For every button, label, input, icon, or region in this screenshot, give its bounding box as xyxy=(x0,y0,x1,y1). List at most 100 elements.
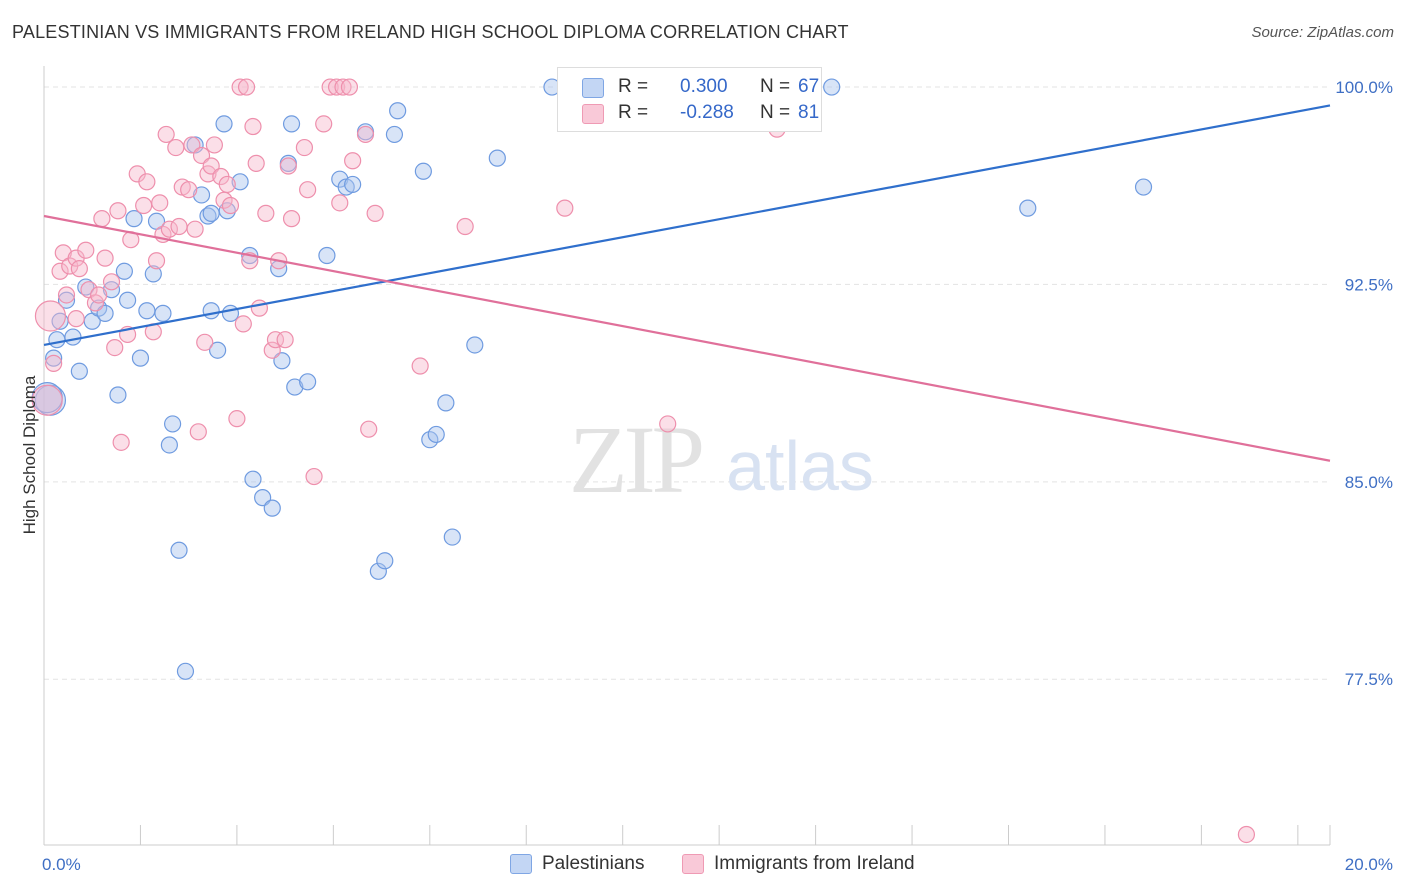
trend-line-palestinians xyxy=(43,104,1331,347)
point-ireland xyxy=(327,78,346,96)
point-ireland xyxy=(282,210,301,228)
point-ireland xyxy=(189,423,207,441)
point-ireland xyxy=(411,357,429,375)
point-ireland xyxy=(157,125,175,144)
point-palestinians xyxy=(437,394,455,412)
point-ireland xyxy=(340,78,359,96)
point-ireland xyxy=(147,252,166,270)
point-ireland xyxy=(202,157,220,175)
point-palestinians xyxy=(164,415,182,433)
point-ireland xyxy=(356,125,375,144)
point-ireland xyxy=(247,154,265,172)
x-tick-label: 20.0% xyxy=(1345,855,1393,874)
point-ireland xyxy=(93,210,111,228)
n-value: 67 xyxy=(798,76,820,97)
point-ireland xyxy=(90,286,108,304)
point-palestinians xyxy=(57,291,76,309)
point-palestinians xyxy=(109,386,127,404)
point-palestinians xyxy=(1019,199,1037,217)
point-ireland xyxy=(556,199,574,217)
watermark: ZIP atlas xyxy=(569,406,874,513)
n-label: N = xyxy=(760,76,791,97)
point-palestinians xyxy=(389,102,407,120)
point-ireland xyxy=(57,286,76,304)
point-ireland xyxy=(45,354,63,372)
point-palestinians xyxy=(176,662,195,680)
point-palestinians xyxy=(231,173,249,191)
point-ireland xyxy=(228,410,246,428)
point-ireland xyxy=(34,300,67,332)
point-palestinians xyxy=(131,349,150,367)
point-palestinians xyxy=(199,207,217,225)
n-label: N = xyxy=(760,102,791,123)
point-palestinians xyxy=(170,541,188,559)
stats-legend: R = 0.300 N = 67 R = -0.288 N = 81 xyxy=(557,67,822,132)
point-ireland xyxy=(196,333,214,351)
point-ireland xyxy=(659,415,677,433)
point-palestinians xyxy=(823,78,841,96)
y-tick-label: 77.5% xyxy=(1345,670,1393,689)
point-ireland xyxy=(257,204,275,222)
r-label: R = xyxy=(618,76,649,97)
axes xyxy=(43,66,1331,846)
point-ireland xyxy=(344,152,362,170)
x-tick-label: 0.0% xyxy=(42,855,81,874)
point-ireland xyxy=(186,220,204,238)
legend-swatch-ireland xyxy=(582,104,604,124)
point-palestinians xyxy=(218,202,236,220)
point-ireland xyxy=(160,220,178,238)
trend-line-ireland xyxy=(43,214,1331,462)
point-ireland xyxy=(170,217,188,236)
point-ireland xyxy=(109,202,127,220)
point-palestinians xyxy=(369,562,387,580)
point-ireland xyxy=(231,78,249,96)
point-palestinians xyxy=(488,149,506,167)
point-palestinians xyxy=(115,262,133,280)
point-ireland xyxy=(205,136,223,154)
point-ireland xyxy=(266,331,285,349)
point-ireland xyxy=(315,115,333,133)
point-palestinians xyxy=(192,186,211,204)
point-ireland xyxy=(321,78,339,96)
point-palestinians xyxy=(125,210,143,228)
point-ireland xyxy=(70,260,88,278)
point-ireland xyxy=(183,136,201,154)
point-ireland xyxy=(138,173,156,191)
point-ireland xyxy=(112,433,130,451)
watermark-atlas: atlas xyxy=(726,427,874,505)
point-palestinians xyxy=(48,331,66,349)
trend-lines xyxy=(43,104,1331,462)
bottom-legend-swatch-ireland xyxy=(682,854,704,874)
point-palestinians xyxy=(118,291,137,309)
point-ireland xyxy=(279,157,297,175)
point-palestinians xyxy=(273,352,291,370)
point-palestinians xyxy=(344,175,362,194)
point-ireland xyxy=(96,249,114,267)
legend-swatch-palestinians xyxy=(582,78,604,98)
point-palestinians xyxy=(286,378,304,396)
point-palestinians xyxy=(443,528,461,546)
tick-labels: 100.0% 92.5% 85.0% 77.5% 0.0% 20.0% xyxy=(42,78,1393,874)
y-axis-label: High School Diploma xyxy=(20,375,39,535)
point-ireland xyxy=(263,341,281,359)
point-ireland xyxy=(244,117,262,136)
point-ireland xyxy=(305,467,323,486)
point-ireland xyxy=(237,78,256,96)
point-palestinians xyxy=(282,115,301,133)
point-palestinians xyxy=(70,362,88,380)
point-palestinians xyxy=(221,304,240,322)
point-ireland xyxy=(102,273,121,291)
point-palestinians xyxy=(64,328,82,346)
n-value: 81 xyxy=(798,102,820,123)
point-ireland xyxy=(77,241,95,259)
r-value: -0.288 xyxy=(680,102,734,123)
point-ireland xyxy=(334,78,352,96)
point-palestinians xyxy=(1134,178,1153,196)
point-palestinians xyxy=(376,552,394,570)
y-tick-label: 85.0% xyxy=(1345,473,1393,492)
point-ireland xyxy=(67,310,85,328)
point-ireland xyxy=(360,420,378,438)
point-palestinians xyxy=(254,489,272,507)
y-tick-label: 92.5% xyxy=(1345,275,1393,294)
